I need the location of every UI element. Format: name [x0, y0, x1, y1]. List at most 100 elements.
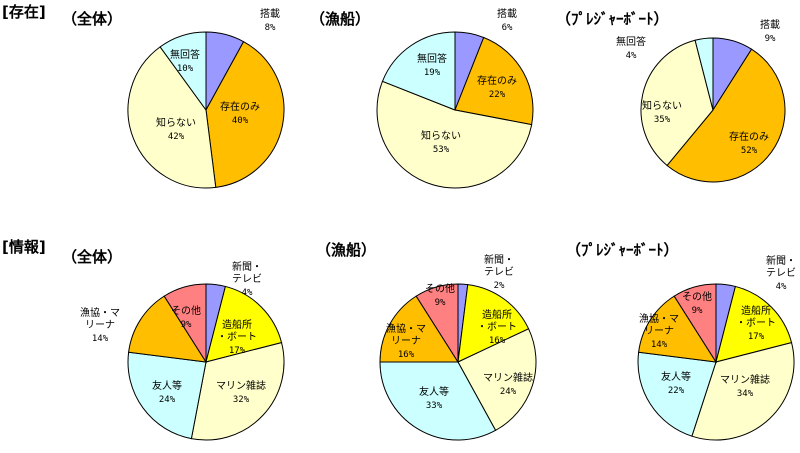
- pie-chart-5: （漁船） 新聞・テレビ 2% 造船所・ボート 16% マリン雑誌 24% 友人等 33% 漁協・マ…: [316, 241, 537, 441]
- pie-slice: [379, 361, 497, 441]
- slice-label: マリン雑誌: [483, 371, 533, 384]
- slice-label: リーナ: [644, 325, 674, 337]
- slice-value-label: 33%: [426, 401, 443, 411]
- slice-label-group: 存在のみ 52%: [729, 130, 769, 156]
- section-label-existence: [存在]: [2, 3, 46, 21]
- slice-label-group: 無回答 10%: [170, 48, 200, 74]
- pie-slice: [454, 36, 534, 126]
- slice-label-group: その他 9%: [682, 290, 712, 316]
- slice-label: その他: [425, 282, 455, 295]
- slice-label: テレビ: [484, 266, 514, 278]
- slice-label: 無回答: [417, 52, 447, 65]
- slice-value-label: 17%: [748, 332, 765, 342]
- slice-label-group: 無回答 4%: [616, 35, 646, 61]
- chart-title: （ﾌﾟﾚｼﾞｬｰﾎﾞｰﾄ）: [566, 241, 679, 259]
- slice-value-label: 9%: [692, 306, 703, 316]
- slice-label-group: マリン雑誌 34%: [720, 373, 770, 399]
- slice-value-label: 16%: [398, 350, 415, 360]
- slice-label: ・ボート: [736, 317, 776, 329]
- slice-value-label: 22%: [668, 386, 685, 396]
- slice-label-group: その他 9%: [171, 304, 201, 330]
- slice-label-group: 新聞・テレビ 4%: [232, 260, 262, 298]
- pie-chart-3: （ﾌﾟﾚｼﾞｬｰﾎﾞｰﾄ） 搭載 9% 存在のみ 52% 知らない 35% 無回答 4%: [556, 10, 786, 183]
- slice-value-label: 22%: [489, 90, 506, 100]
- slice-label: 存在のみ: [477, 74, 517, 87]
- chart-title: （全体）: [62, 248, 122, 266]
- slice-label: ・ボート: [477, 321, 517, 333]
- slice-label: 造船所: [741, 304, 771, 317]
- slice-label-group: 新聞・テレビ 4%: [766, 254, 796, 292]
- pie-chart-6: （ﾌﾟﾚｼﾞｬｰﾎﾞｰﾄ） 新聞・テレビ 4% 造船所・ボート 17% マリン雑誌 34% 友…: [566, 241, 796, 441]
- slice-value-label: 4%: [242, 288, 253, 298]
- pie-chart-1: （全体） 搭載 8% 存在のみ 40% 知らない 42% 無回答 10%: [62, 7, 285, 189]
- section-label-information: [情報]: [2, 238, 46, 256]
- slice-label-group: 造船所・ボート 16%: [477, 308, 517, 346]
- slice-label: その他: [171, 304, 201, 317]
- slice-value-label: 14%: [651, 340, 668, 350]
- chart-title: （漁船）: [316, 241, 376, 259]
- pie-slice: [673, 283, 717, 364]
- slice-label: 新聞・: [766, 254, 796, 267]
- slice-label: 知らない: [421, 129, 461, 142]
- pie-slice: [163, 283, 207, 364]
- slice-label: 新聞・: [484, 253, 514, 266]
- pie-slice: [638, 295, 717, 363]
- slice-label-group: 存在のみ 22%: [477, 74, 517, 100]
- slice-value-label: 32%: [233, 395, 250, 405]
- slice-label: 無回答: [616, 35, 646, 48]
- slice-value-label: 24%: [159, 395, 176, 405]
- slice-label: ・ボート: [217, 331, 257, 343]
- slice-label-group: 造船所・ボート 17%: [217, 318, 257, 356]
- slice-label-group: その他 9%: [425, 282, 455, 308]
- slice-label: 搭載: [760, 18, 780, 31]
- slice-label-group: 友人等 33%: [419, 385, 449, 411]
- slice-value-label: 2%: [494, 281, 505, 291]
- pie-slice: [127, 351, 207, 440]
- slice-label-group: マリン雑誌 32%: [216, 379, 266, 405]
- slice-label: 造船所: [482, 308, 512, 321]
- pie-slice: [128, 295, 207, 363]
- pie-slice: [415, 283, 459, 364]
- pie-slice: [457, 284, 530, 363]
- slice-value-label: 6%: [502, 23, 513, 33]
- slice-value-label: 24%: [500, 387, 517, 397]
- slice-label: 造船所: [222, 318, 252, 331]
- slice-label-group: 造船所・ボート 17%: [736, 304, 776, 342]
- slice-label-group: 知らない 42%: [156, 116, 196, 142]
- slice-value-label: 34%: [737, 389, 754, 399]
- slice-label-group: 知らない 53%: [421, 129, 461, 155]
- slice-label: 存在のみ: [729, 130, 769, 143]
- slice-label-group: 搭載 8%: [260, 7, 280, 33]
- slice-label: リーナ: [391, 335, 421, 347]
- slice-value-label: 17%: [229, 346, 246, 356]
- slice-label: 漁協・マ: [386, 322, 426, 335]
- slice-label: 存在のみ: [220, 100, 260, 113]
- chart-title: （全体）: [62, 10, 122, 28]
- slice-label-group: 友人等 24%: [152, 379, 182, 405]
- slice-label: マリン雑誌: [216, 379, 266, 392]
- slice-label: 友人等: [419, 385, 449, 398]
- slice-label: テレビ: [232, 273, 262, 285]
- slice-label-group: 無回答 19%: [417, 52, 447, 78]
- pie-chart-2: （漁船） 搭載 6% 存在のみ 22% 知らない 53% 無回答 19%: [310, 7, 534, 189]
- slice-value-label: 53%: [433, 145, 450, 155]
- slice-label-group: マリン雑誌 24%: [483, 371, 533, 397]
- slice-label: 知らない: [156, 116, 196, 129]
- slice-label-group: 搭載 6%: [497, 7, 517, 33]
- slice-label: 漁協・マ: [639, 312, 679, 325]
- slice-label-group: 知らない 35%: [642, 99, 682, 125]
- pie-slice: [694, 37, 714, 111]
- slice-label-group: 搭載 9%: [760, 18, 780, 44]
- slice-value-label: 35%: [654, 115, 671, 125]
- slice-label: 漁協・マ: [80, 306, 120, 319]
- slice-label: 無回答: [170, 48, 200, 61]
- slice-label: 新聞・: [232, 260, 262, 273]
- pie-slice: [205, 285, 283, 363]
- charts-layer: （全体） 搭載 8% 存在のみ 40% 知らない 42% 無回答 10% （漁船） 搭載 6% 存在のみ…: [62, 7, 796, 441]
- slice-value-label: 10%: [177, 64, 194, 74]
- slice-value-label: 8%: [265, 23, 276, 33]
- slice-label: テレビ: [766, 267, 796, 279]
